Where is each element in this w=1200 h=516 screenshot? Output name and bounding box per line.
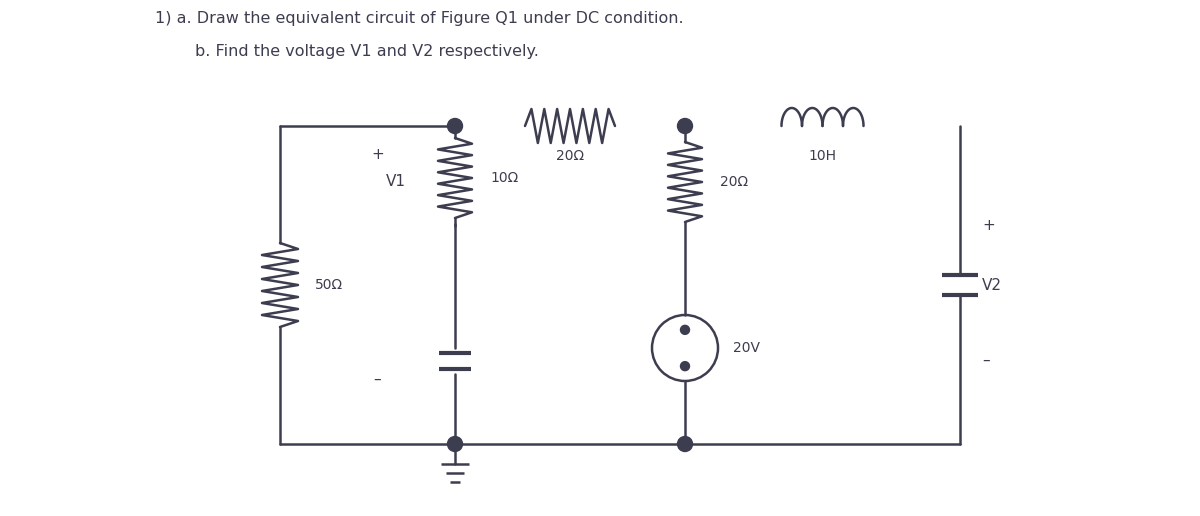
Circle shape xyxy=(680,326,690,334)
Text: V2: V2 xyxy=(982,278,1002,293)
Circle shape xyxy=(448,119,462,134)
Text: +: + xyxy=(982,218,995,233)
Text: 10H: 10H xyxy=(809,149,836,163)
Circle shape xyxy=(678,437,692,452)
Text: 20Ω: 20Ω xyxy=(720,175,748,189)
Circle shape xyxy=(680,362,690,370)
Text: –: – xyxy=(982,352,990,367)
Text: 50Ω: 50Ω xyxy=(314,278,343,292)
Circle shape xyxy=(678,119,692,134)
Text: 20Ω: 20Ω xyxy=(556,149,584,163)
Text: 1) a. Draw the equivalent circuit of Figure Q1 under DC condition.: 1) a. Draw the equivalent circuit of Fig… xyxy=(155,11,684,26)
Text: V1: V1 xyxy=(385,173,406,188)
Text: 10Ω: 10Ω xyxy=(490,171,518,185)
Text: +: + xyxy=(371,147,384,162)
Text: 20V: 20V xyxy=(733,341,760,355)
Text: b. Find the voltage V1 and V2 respectively.: b. Find the voltage V1 and V2 respective… xyxy=(194,44,539,59)
Text: –: – xyxy=(373,372,382,386)
Circle shape xyxy=(448,437,462,452)
